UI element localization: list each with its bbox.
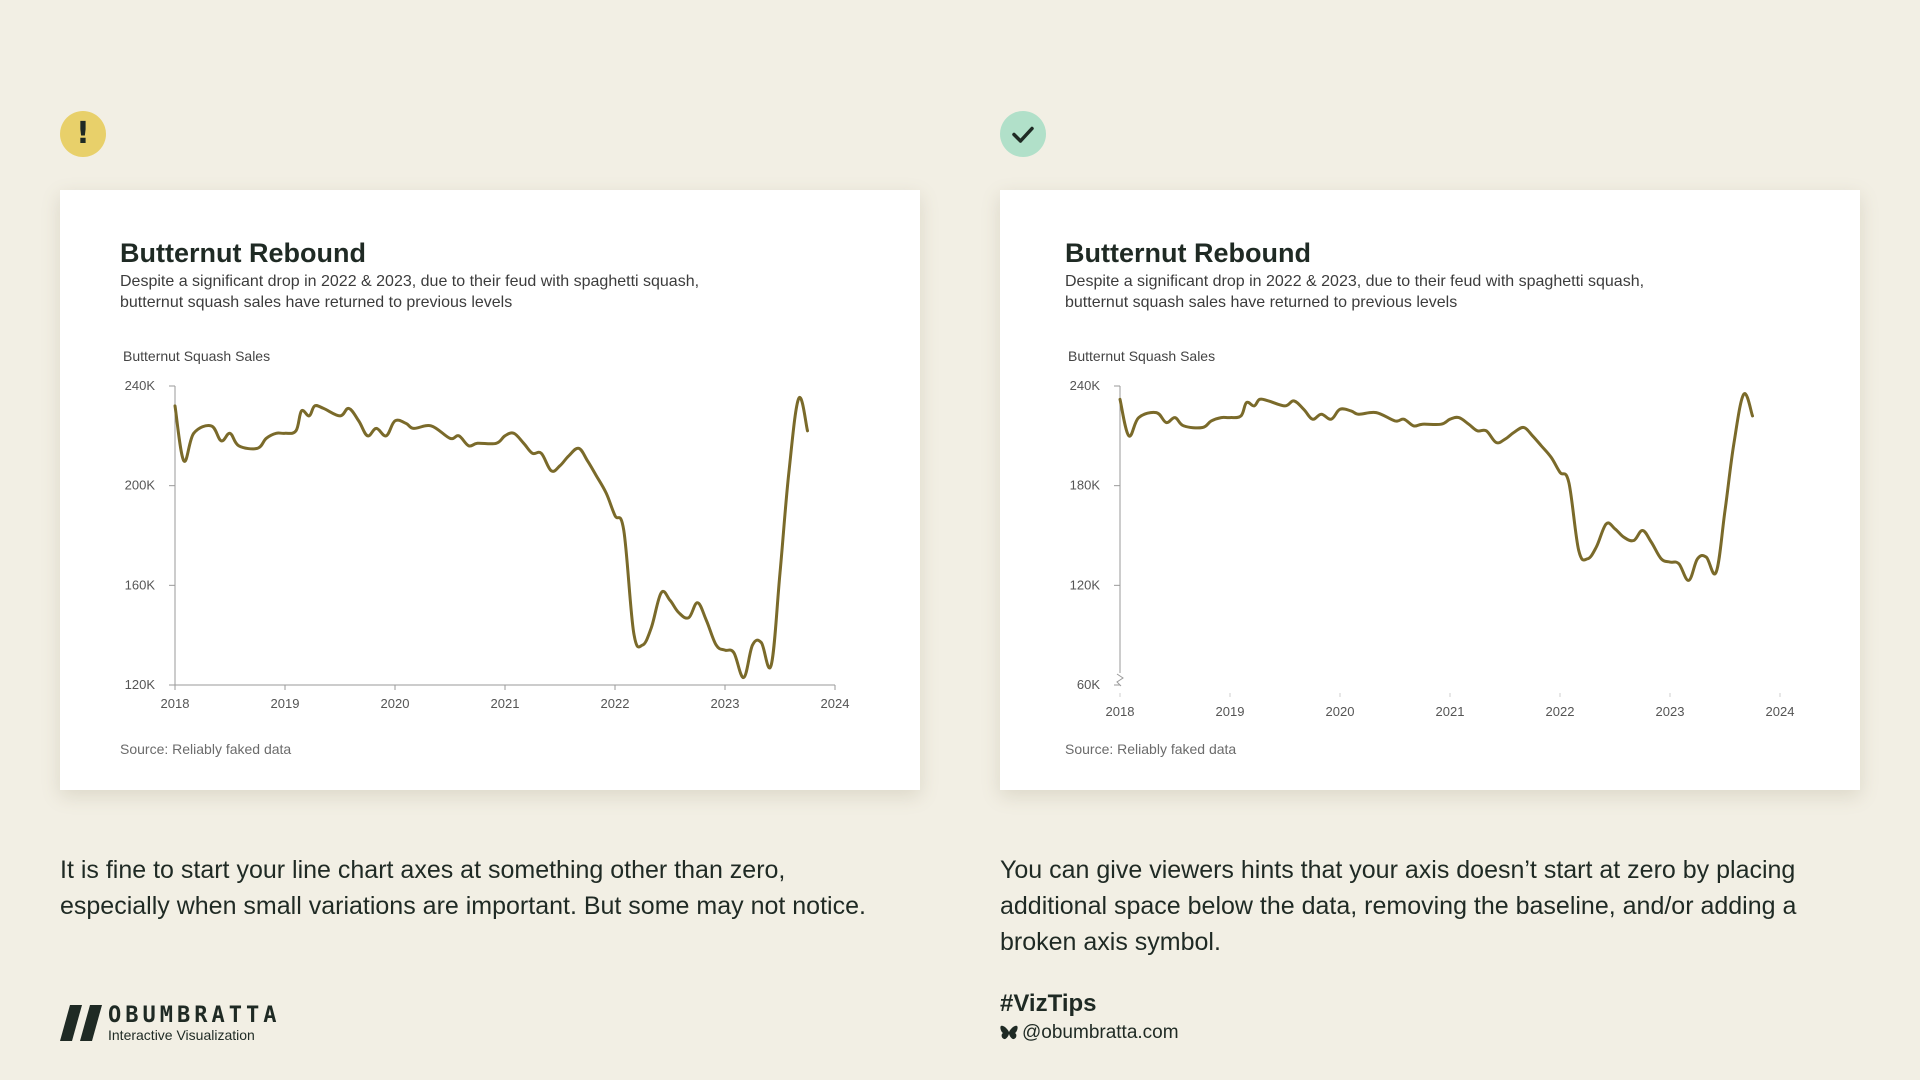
x-tick-label: 2020: [1326, 704, 1355, 719]
x-tick-label: 2021: [491, 696, 520, 711]
x-tick-label: 2022: [1546, 704, 1575, 719]
chart-title: Butternut Rebound: [1065, 238, 1311, 268]
success-badge: [1000, 111, 1046, 157]
chart-title: Butternut Rebound: [120, 238, 366, 268]
line-chart-left: Butternut Squash Sales 120K 160K 200K 240K 20…: [123, 348, 850, 711]
handle-text[interactable]: @obumbratta.com: [1022, 1022, 1179, 1043]
caption-right: You can give viewers hints that your axi…: [1000, 856, 1797, 956]
x-tick-label: 2018: [161, 696, 190, 711]
brand-name: OBUMBRATTA: [108, 1003, 281, 1028]
y-tick-label: 120K: [125, 677, 156, 692]
y-tick-label: 60K: [1077, 677, 1100, 692]
chart-subtitle: Despite a significant drop in 2022 & 202…: [1065, 273, 1645, 311]
brand-logo: OBUMBRATTA Interactive Visualization: [60, 1003, 340, 1043]
broken-axis-symbol: [1116, 673, 1124, 687]
warning-badge: !: [60, 111, 106, 157]
y-tick-label: 180K: [1070, 478, 1101, 493]
x-tick-label: 2020: [381, 696, 410, 711]
y-axis-label: Butternut Squash Sales: [123, 348, 270, 364]
y-tick-label: 200K: [125, 478, 156, 493]
y-tick-label: 240K: [125, 378, 156, 393]
brand-tagline: Interactive Visualization: [108, 1027, 255, 1043]
x-tick-label: 2019: [1216, 704, 1245, 719]
caption-left: It is fine to start your line chart axes…: [60, 856, 866, 920]
brand-mark-icon: [60, 1005, 102, 1041]
checkmark-icon: [1012, 126, 1034, 143]
hashtag: #VizTips: [1000, 990, 1097, 1017]
butterfly-icon: [1000, 1025, 1018, 1040]
x-tick-label: 2023: [1656, 704, 1685, 719]
x-tick-label: 2018: [1106, 704, 1135, 719]
chart-card-left: Butternut Rebound Despite a significant …: [60, 190, 920, 790]
exclamation-icon: !: [76, 116, 90, 151]
chart-source: Source: Reliably faked data: [1065, 741, 1237, 757]
x-tick-label: 2024: [1766, 704, 1795, 719]
social-handle[interactable]: @obumbratta.com: [1000, 1022, 1179, 1044]
series-line: [173, 395, 809, 680]
series-line: [1118, 392, 1754, 582]
x-tick-label: 2019: [271, 696, 300, 711]
chart-card-right: Butternut Rebound Despite a significant …: [1000, 190, 1860, 790]
y-tick-label: 240K: [1070, 378, 1101, 393]
y-axis-label: Butternut Squash Sales: [1068, 348, 1215, 364]
y-tick-label: 120K: [1070, 577, 1101, 592]
x-tick-label: 2023: [711, 696, 740, 711]
y-tick-label: 160K: [125, 577, 156, 592]
x-tick-label: 2024: [821, 696, 850, 711]
x-tick-label: 2021: [1436, 704, 1465, 719]
chart-subtitle: Despite a significant drop in 2022 & 202…: [120, 273, 700, 311]
x-tick-label: 2022: [601, 696, 630, 711]
chart-source: Source: Reliably faked data: [120, 741, 292, 757]
line-chart-right: Butternut Squash Sales 60K 120K 180K 240K 201…: [1068, 348, 1795, 719]
